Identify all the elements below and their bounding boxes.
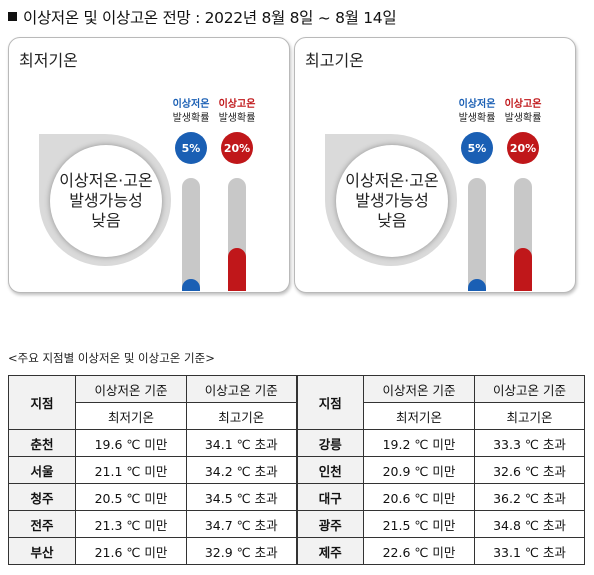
panel-title: 최고기온 [305,51,364,70]
station-cell: 인천 [295,456,364,484]
table-row: 청주 20.5 ℃ 미만 34.5 ℃ 초과 대구 20.6 ℃ 미만 36.2… [8,483,585,511]
hot-threshold-header: 이상고온 기준 [474,375,585,403]
hot-threshold-cell: 33.3 ℃ 초과 [474,429,585,457]
cold-threshold-cell: 20.5 ℃ 미만 [75,483,187,511]
min-temp-subheader: 최저기온 [363,402,475,430]
hot-threshold-cell: 36.2 ℃ 초과 [474,483,585,511]
hot-threshold-cell: 34.1 ℃ 초과 [186,429,297,457]
likelihood-disc: 이상저온·고온 발생가능성 낮음 [336,145,448,257]
hot-label: 이상고온 [218,99,256,110]
table-row: 춘천 19.6 ℃ 미만 34.1 ℃ 초과 강릉 19.2 ℃ 미만 33.3… [8,429,585,457]
cold-threshold-cell: 20.6 ℃ 미만 [363,483,475,511]
cold-prob-label: 발생확률 [458,113,496,124]
panel-max-temp: 최고기온 이상저온·고온 발생가능성 낮음 이상저온 발생확률 이상고온 발생확… [294,37,576,293]
hot-threshold-cell: 32.6 ℃ 초과 [474,456,585,484]
bubble-line-1: 이상저온·고온 [59,171,153,190]
cold-threshold-header: 이상저온 기준 [75,375,187,403]
cold-threshold-cell: 21.5 ℃ 미만 [363,510,475,538]
hot-threshold-cell: 34.7 ℃ 초과 [186,510,297,538]
cold-prob-label: 발생확률 [172,113,210,124]
hot-caption: 이상고온 발생확률 [207,98,267,126]
station-header: 지점 [8,375,76,430]
hot-threshold-cell: 34.8 ℃ 초과 [474,510,585,538]
bubble-line-1: 이상저온·고온 [345,171,439,190]
panel-min-temp: 최저기온 이상저온·고온 발생가능성 낮음 이상저온 발생확률 이상고온 발생확… [8,37,290,293]
station-header: 지점 [295,375,364,430]
max-temp-subheader: 최고기온 [474,402,585,430]
hot-thermometer [228,178,246,291]
hot-prob-label: 발생확률 [504,113,542,124]
hot-threshold-cell: 34.5 ℃ 초과 [186,483,297,511]
hot-threshold-cell: 34.2 ℃ 초과 [186,456,297,484]
hot-threshold-cell: 32.9 ℃ 초과 [186,537,297,565]
hot-thermometer-fill [228,248,246,291]
hot-percent-badge: 20% [221,132,253,164]
hot-label: 이상고온 [504,99,542,110]
station-cell: 부산 [8,537,76,565]
station-cell: 제주 [295,537,364,565]
cold-threshold-cell: 22.6 ℃ 미만 [363,537,475,565]
cold-threshold-cell: 21.3 ℃ 미만 [75,510,187,538]
table-caption: <주요 지점별 이상저온 및 이상고온 기준> [8,351,215,365]
hot-threshold-header: 이상고온 기준 [186,375,297,403]
cold-threshold-cell: 19.6 ℃ 미만 [75,429,187,457]
hot-threshold-cell: 33.1 ℃ 초과 [474,537,585,565]
station-cell: 대구 [295,483,364,511]
cold-threshold-cell: 19.2 ℃ 미만 [363,429,475,457]
station-cell: 강릉 [295,429,364,457]
threshold-table: 지점 이상저온 기준 이상고온 기준 지점 이상저온 기준 이상고온 기준 최저… [8,375,585,565]
table-row: 부산 21.6 ℃ 미만 32.9 ℃ 초과 제주 22.6 ℃ 미만 33.1… [8,537,585,565]
page-title: 이상저온 및 이상고온 전망 : 2022년 8월 8일 ~ 8월 14일 [8,6,397,28]
cold-percent-badge: 5% [175,132,207,164]
station-cell: 전주 [8,510,76,538]
cold-thermometer-fill [182,279,200,291]
cold-threshold-cell: 20.9 ℃ 미만 [363,456,475,484]
cold-label: 이상저온 [458,99,496,110]
square-bullet-icon [8,12,17,21]
table-row: 서울 21.1 ℃ 미만 34.2 ℃ 초과 인천 20.9 ℃ 미만 32.6… [8,456,585,484]
bubble-line-2: 발생가능성 [69,191,143,210]
cold-threshold-cell: 21.6 ℃ 미만 [75,537,187,565]
station-cell: 서울 [8,456,76,484]
station-cell: 청주 [8,483,76,511]
likelihood-disc: 이상저온·고온 발생가능성 낮음 [50,145,162,257]
cold-label: 이상저온 [172,99,210,110]
station-cell: 춘천 [8,429,76,457]
cold-thermometer [468,178,486,291]
bubble-line-3: 낮음 [91,211,121,230]
hot-thermometer [514,178,532,291]
hot-thermometer-fill [514,248,532,291]
cold-thermometer-fill [468,279,486,291]
cold-threshold-cell: 21.1 ℃ 미만 [75,456,187,484]
bubble-line-3: 낮음 [377,211,407,230]
hot-prob-label: 발생확률 [218,113,256,124]
likelihood-bubble: 이상저온·고온 발생가능성 낮음 [39,134,173,266]
page-title-text: 이상저온 및 이상고온 전망 : 2022년 8월 8일 ~ 8월 14일 [23,9,397,27]
cold-percent-badge: 5% [461,132,493,164]
station-cell: 광주 [295,510,364,538]
max-temp-subheader: 최고기온 [186,402,297,430]
min-temp-subheader: 최저기온 [75,402,187,430]
cold-caption: 이상저온 발생확률 [447,98,507,126]
cold-thermometer [182,178,200,291]
cold-threshold-header: 이상저온 기준 [363,375,475,403]
bubble-line-2: 발생가능성 [355,191,429,210]
hot-percent-badge: 20% [507,132,539,164]
likelihood-bubble: 이상저온·고온 발생가능성 낮음 [325,134,459,266]
panel-title: 최저기온 [19,51,78,70]
hot-caption: 이상고온 발생확률 [493,98,553,126]
table-row: 전주 21.3 ℃ 미만 34.7 ℃ 초과 광주 21.5 ℃ 미만 34.8… [8,510,585,538]
cold-caption: 이상저온 발생확률 [161,98,221,126]
